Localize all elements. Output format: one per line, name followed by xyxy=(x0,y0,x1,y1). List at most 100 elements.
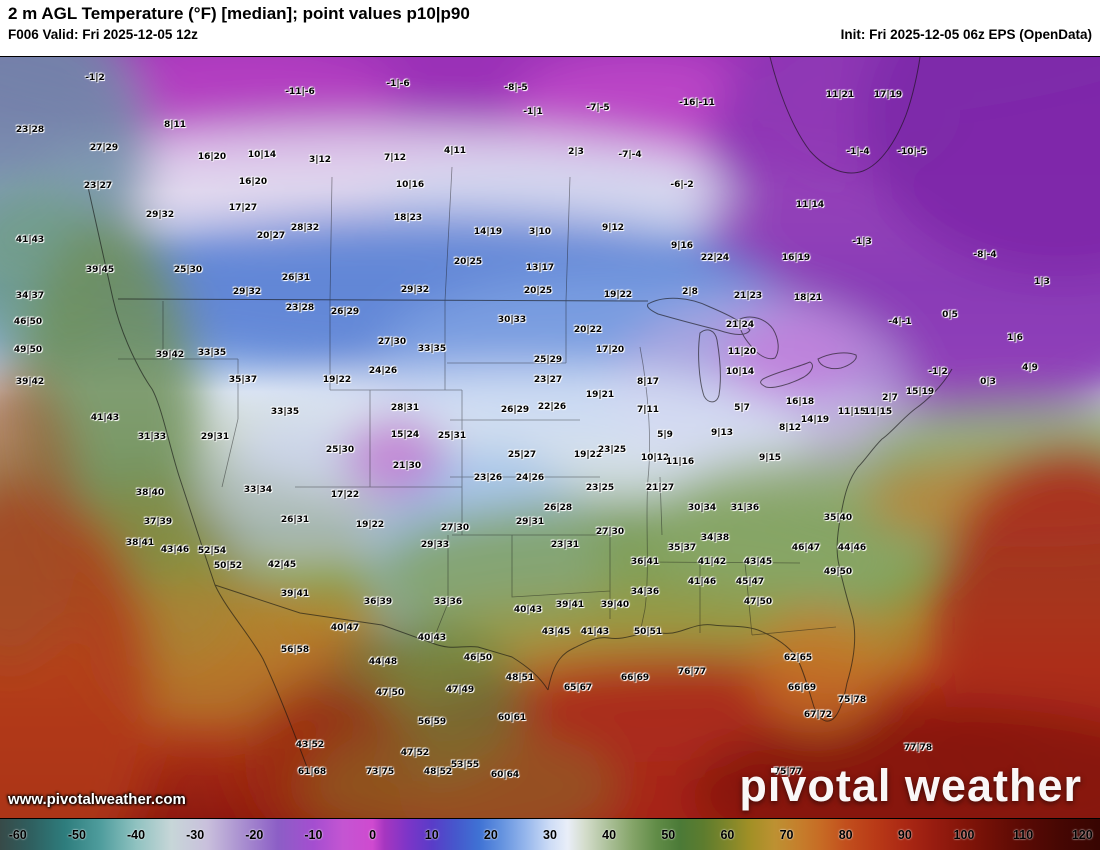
point-value: 2|7 xyxy=(882,393,898,403)
point-value: 35|40 xyxy=(823,513,853,523)
field-blob xyxy=(720,312,860,402)
point-value: 24|26 xyxy=(368,366,398,376)
point-value: 66|69 xyxy=(787,683,817,693)
point-value: 20|25 xyxy=(453,257,483,267)
point-value: 43|45 xyxy=(743,557,773,567)
lake-superior-path xyxy=(647,298,750,334)
hudson-bay-path xyxy=(770,57,920,173)
point-value: 25|30 xyxy=(325,445,355,455)
point-value: 5|9 xyxy=(657,430,673,440)
point-value: 29|31 xyxy=(200,432,230,442)
point-value: 52|54 xyxy=(197,546,227,556)
point-value: 11|14 xyxy=(795,200,825,210)
point-value: 44|48 xyxy=(368,657,398,667)
point-value: 21|27 xyxy=(645,483,675,493)
point-value: 16|19 xyxy=(781,253,811,263)
point-value: 1|6 xyxy=(1007,333,1023,343)
point-value: -4|-1 xyxy=(888,317,912,327)
point-value: 38|41 xyxy=(125,538,155,548)
point-value: 38|40 xyxy=(135,488,165,498)
point-value: 41|42 xyxy=(697,557,727,567)
point-value: 27|30 xyxy=(377,337,407,347)
point-value: -10|-5 xyxy=(897,147,927,157)
field-blob xyxy=(755,607,885,731)
point-value: 23|26 xyxy=(473,473,503,483)
point-value: 19|21 xyxy=(585,390,615,400)
point-value: 10|16 xyxy=(395,180,425,190)
field-blob xyxy=(860,57,1100,277)
point-value: 53|55 xyxy=(450,760,480,770)
point-value: 36|41 xyxy=(630,557,660,567)
temperature-blobs xyxy=(0,57,1100,818)
point-value: 33|35 xyxy=(270,407,300,417)
point-value: 27|30 xyxy=(595,527,625,537)
point-value: 41|46 xyxy=(687,577,717,587)
point-value: 23|27 xyxy=(83,181,113,191)
point-value: 17|27 xyxy=(228,203,258,213)
point-value: -1|-4 xyxy=(846,147,870,157)
point-value: 39|42 xyxy=(155,350,185,360)
point-value: 10|14 xyxy=(725,367,755,377)
point-value: 23|28 xyxy=(285,303,315,313)
point-value: -6|-2 xyxy=(670,180,694,190)
point-value: 25|29 xyxy=(533,355,563,365)
point-value: 20|22 xyxy=(573,325,603,335)
point-value: 11|21 xyxy=(825,90,855,100)
point-value: 43|46 xyxy=(160,545,190,555)
point-value: 23|28 xyxy=(15,125,45,135)
point-value: 46|50 xyxy=(463,653,493,663)
point-value: 13|17 xyxy=(525,263,555,273)
point-value: 40|43 xyxy=(417,633,447,643)
point-value: 39|41 xyxy=(555,600,585,610)
colorbar-tick: -50 xyxy=(67,827,86,842)
point-value: 11|20 xyxy=(727,347,757,357)
point-value: 17|22 xyxy=(330,490,360,500)
point-value: 41|43 xyxy=(90,413,120,423)
point-value: 34|36 xyxy=(630,587,660,597)
point-value: 42|45 xyxy=(267,560,297,570)
point-value: 48|51 xyxy=(505,673,535,683)
colorbar-tick: 20 xyxy=(483,827,498,842)
init-time-label: Init: Fri 2025-12-05 06z EPS (OpenData) xyxy=(840,27,1092,43)
point-value: 11|15 xyxy=(863,407,893,417)
point-value: 28|32 xyxy=(290,223,320,233)
colorbar-tick: 60 xyxy=(720,827,735,842)
point-value: 41|43 xyxy=(15,235,45,245)
point-value: 26|31 xyxy=(281,273,311,283)
point-value: 25|30 xyxy=(173,265,203,275)
point-value: 18|23 xyxy=(393,213,423,223)
point-value: 28|31 xyxy=(390,403,420,413)
point-value: 65|67 xyxy=(563,683,593,693)
point-value: 8|11 xyxy=(163,120,187,130)
temperature-map[interactable]: -1|2 -11|-6 -1|-6 -8|-5 11|21 17|19 23|28 8|11 -… xyxy=(0,57,1100,818)
point-value: 60|64 xyxy=(490,770,520,780)
point-value: 7|11 xyxy=(636,405,660,415)
lake-huron-path xyxy=(740,317,779,359)
point-value: 8|17 xyxy=(636,377,660,387)
canada-border-path xyxy=(118,299,648,301)
lake-michigan-path xyxy=(699,330,721,402)
point-value: 11|16 xyxy=(665,457,695,467)
point-value: 30|34 xyxy=(687,503,717,513)
point-value: 26|28 xyxy=(543,503,573,513)
point-value: 61|68 xyxy=(297,767,327,777)
point-value: -7|-4 xyxy=(618,150,642,160)
point-value: 46|47 xyxy=(791,543,821,553)
point-value: 35|37 xyxy=(228,375,258,385)
colorbar-tick: 80 xyxy=(838,827,853,842)
point-value: -7|-5 xyxy=(586,103,610,113)
point-value: -8|-5 xyxy=(504,83,528,93)
point-value: 33|35 xyxy=(197,348,227,358)
pacific-coastline-path xyxy=(88,187,310,775)
point-value: 20|25 xyxy=(523,286,553,296)
point-value: 19|22 xyxy=(322,375,352,385)
point-value: 26|31 xyxy=(280,515,310,525)
point-value: 47|52 xyxy=(400,748,430,758)
point-value: 19|22 xyxy=(573,450,603,460)
point-value: 60|61 xyxy=(497,713,527,723)
point-value: 31|36 xyxy=(730,503,760,513)
point-value: 25|27 xyxy=(507,450,537,460)
point-value: 22|24 xyxy=(700,253,730,263)
point-value: 29|32 xyxy=(232,287,262,297)
field-blob xyxy=(373,444,413,476)
